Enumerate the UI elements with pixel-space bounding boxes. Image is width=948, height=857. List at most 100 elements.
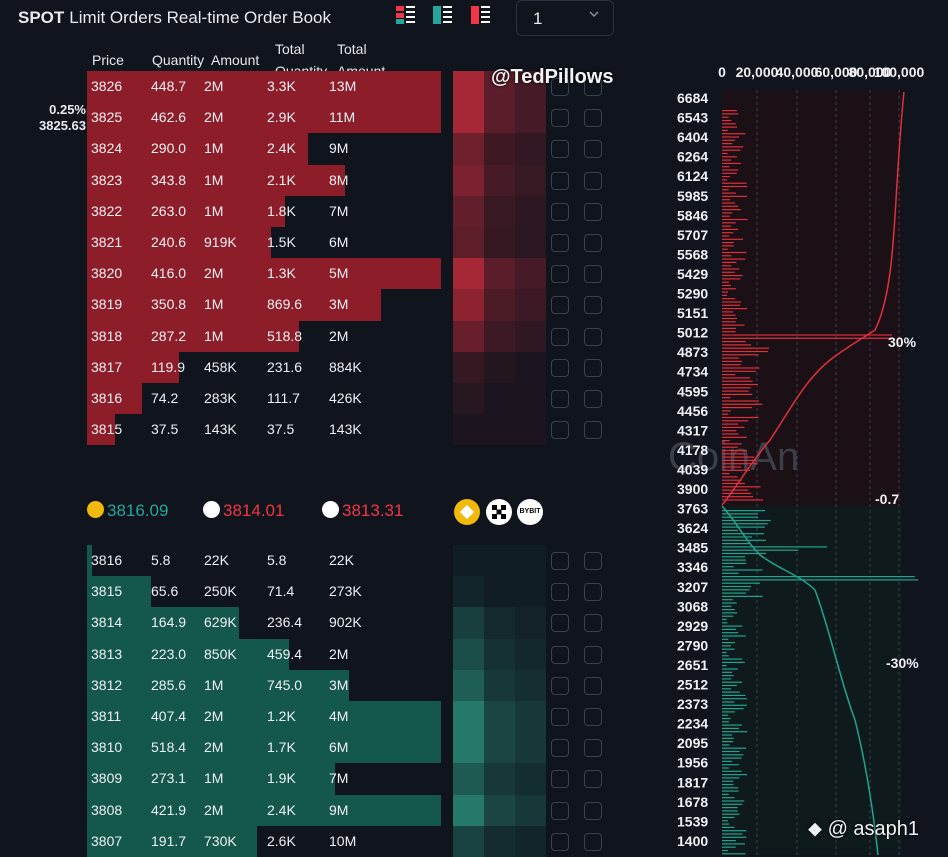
bids-checkbox[interactable] (584, 676, 602, 695)
bids-checkbox[interactable] (551, 770, 569, 789)
ask-depth-bar (722, 321, 736, 323)
bybit-exchange-icon[interactable]: BYBIT (517, 499, 543, 525)
asks-checkbox[interactable] (584, 327, 602, 346)
asks-checkbox[interactable] (551, 296, 569, 315)
y-tick-label: 5707 (677, 227, 708, 243)
bids-checkbox[interactable] (584, 552, 602, 570)
asks-checkbox[interactable] (584, 140, 602, 159)
layout-bids-icon[interactable] (432, 4, 454, 26)
asks-checkbox[interactable] (584, 202, 602, 221)
asks-checkbox[interactable] (551, 327, 569, 346)
binance-exchange-icon[interactable] (454, 499, 480, 525)
asks-row[interactable]: 3816 74.2 283K 111.7 426K (87, 383, 547, 415)
asks-checkbox[interactable] (584, 171, 602, 190)
asks-total-qty: 1.8K (267, 202, 296, 219)
bids-checkbox[interactable] (551, 708, 569, 726)
asks-row[interactable]: 3823 343.8 1M 2.1K 8M (87, 164, 547, 196)
asks-row[interactable]: 3817 119.9 458K 231.6 884K (87, 351, 547, 383)
asks-row[interactable]: 3824 290.0 1M 2.4K 9M (87, 133, 547, 165)
bids-checkbox[interactable] (584, 801, 602, 820)
asks-checkbox[interactable] (584, 358, 602, 377)
bids-checkbox[interactable] (551, 552, 569, 570)
bids-row[interactable]: 3814 164.9 629K 236.4 902K (87, 607, 547, 639)
bid-depth-bar (722, 777, 740, 779)
layout-both-icon[interactable] (395, 4, 417, 26)
ask-depth-bar (722, 133, 746, 135)
bids-checkbox[interactable] (551, 832, 569, 851)
ask-depth-bar (722, 166, 730, 168)
bids-row[interactable]: 3810 518.4 2M 1.7K 6M (87, 732, 547, 764)
bid-depth-bar (722, 566, 734, 568)
bid-depth-bar (722, 556, 746, 558)
asks-checkbox[interactable] (551, 421, 569, 440)
asks-checkbox[interactable] (584, 296, 602, 315)
asks-checkbox[interactable] (551, 140, 569, 159)
bids-checkbox[interactable] (551, 645, 569, 664)
bids-row[interactable]: 3809 273.1 1M 1.9K 7M (87, 763, 547, 795)
ask-depth-bar (722, 149, 741, 151)
bids-checkbox[interactable] (584, 770, 602, 789)
ask-depth-bar (722, 479, 742, 481)
ask-depth-bar (722, 387, 751, 389)
asks-checkbox[interactable] (584, 421, 602, 440)
asks-row[interactable]: 3820 416.0 2M 1.3K 5M (87, 258, 547, 290)
asks-checkbox[interactable] (584, 78, 602, 96)
bids-amount: 2M (204, 708, 224, 724)
y-tick-label: 6124 (677, 168, 708, 184)
asks-checkbox[interactable] (551, 109, 569, 128)
asks-checkbox[interactable] (584, 234, 602, 252)
asks-row[interactable]: 3822 263.0 1M 1.8K 7M (87, 195, 547, 227)
bids-checkbox[interactable] (584, 614, 602, 633)
asks-checkbox[interactable] (551, 202, 569, 221)
bids-row[interactable]: 3816 5.8 22K 5.8 22K (87, 545, 547, 577)
okx-exchange-icon[interactable] (486, 499, 512, 525)
col-amount: Amount (211, 52, 260, 68)
bids-row[interactable]: 3812 285.6 1M 745.0 3M (87, 669, 547, 701)
bid-depth-bar (722, 513, 758, 515)
asks-checkbox[interactable] (584, 390, 602, 408)
x-tick-label: 40,000 (776, 64, 819, 80)
y-tick-label: 1400 (677, 833, 708, 849)
bids-checkbox[interactable] (551, 676, 569, 695)
layout-asks-icon[interactable] (470, 4, 492, 26)
ask-depth-bar (722, 489, 749, 491)
bids-checkbox[interactable] (584, 739, 602, 758)
bids-checkbox[interactable] (584, 832, 602, 851)
asks-row[interactable]: 3826 448.7 2M 3.3K 13M (87, 71, 547, 103)
bids-row[interactable]: 3808 421.9 2M 2.4K 9M (87, 794, 547, 826)
bids-checkbox[interactable] (551, 801, 569, 820)
asks-checkbox[interactable] (551, 234, 569, 252)
bids-row[interactable]: 3815 65.6 250K 71.4 273K (87, 576, 547, 608)
asks-row[interactable]: 3818 287.2 1M 518.8 2M (87, 320, 547, 352)
bid-area-bg (722, 506, 902, 855)
bids-checkbox[interactable] (551, 739, 569, 758)
bids-row[interactable]: 3813 223.0 850K 459.4 2M (87, 638, 547, 670)
watermark-asaph: ⬥ @ asaph1 (808, 818, 919, 841)
bids-checkbox[interactable] (551, 614, 569, 633)
bids-row[interactable]: 3811 407.4 2M 1.2K 4M (87, 701, 547, 733)
asks-checkbox[interactable] (584, 265, 602, 284)
asks-row[interactable]: 3821 240.6 919K 1.5K 6M (87, 227, 547, 259)
bids-row[interactable]: 3807 191.7 730K 2.6K 10M (87, 825, 547, 857)
bids-heat-cell (484, 701, 515, 733)
asks-checkbox[interactable] (551, 265, 569, 284)
bids-checkbox[interactable] (551, 583, 569, 602)
asks-row[interactable]: 3825 462.6 2M 2.9K 11M (87, 102, 547, 134)
bids-checkbox[interactable] (584, 645, 602, 664)
asks-row[interactable]: 3815 37.5 143K 37.5 143K (87, 414, 547, 446)
bids-qty: 407.4 (151, 708, 187, 724)
asks-row[interactable]: 3819 350.8 1M 869.6 3M (87, 289, 547, 321)
asks-heat-cell (515, 227, 546, 259)
bid-depth-bar (722, 767, 729, 769)
bid-depth-bar (722, 701, 735, 703)
bid-depth-bar (722, 546, 828, 548)
ask-depth-bar (722, 113, 739, 115)
asks-checkbox[interactable] (551, 358, 569, 377)
asks-checkbox[interactable] (551, 171, 569, 190)
precision-select[interactable]: 1 (516, 0, 614, 36)
bids-checkbox[interactable] (584, 583, 602, 602)
bids-checkbox[interactable] (584, 708, 602, 726)
asks-checkbox[interactable] (551, 78, 569, 96)
asks-checkbox[interactable] (551, 390, 569, 408)
asks-checkbox[interactable] (584, 109, 602, 128)
